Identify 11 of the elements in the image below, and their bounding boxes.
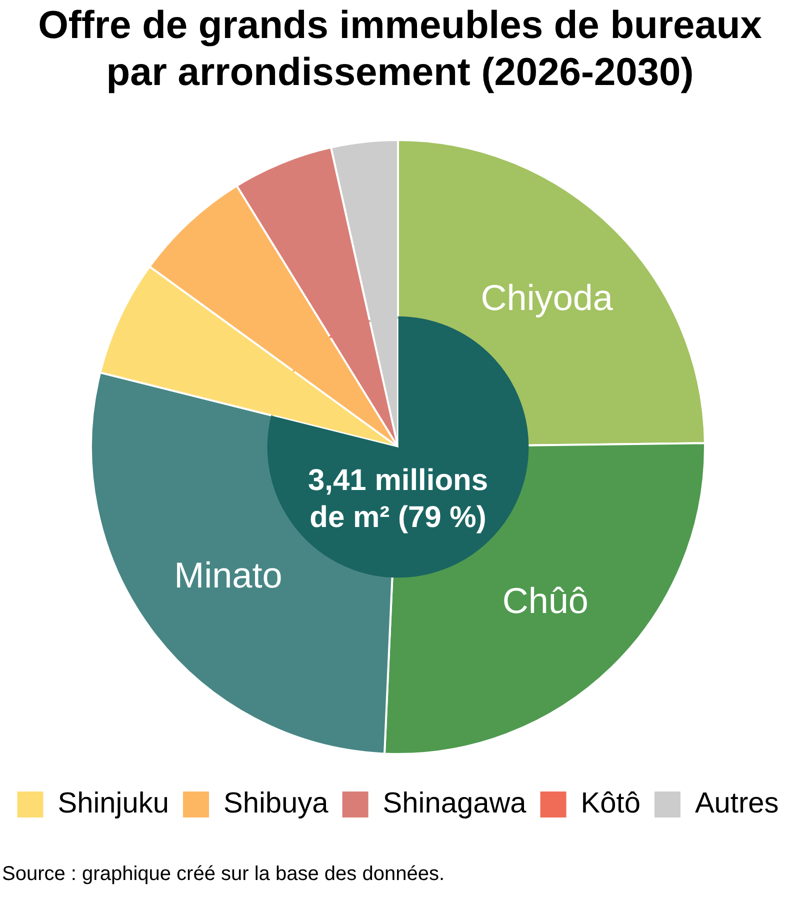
- legend-label: Shinagawa: [382, 788, 528, 820]
- legend-label: Autres: [694, 788, 779, 820]
- legend-label: Kôtô: [580, 788, 640, 820]
- slice-label: Minato: [174, 554, 282, 596]
- slice-label: Chiyoda: [480, 277, 614, 318]
- slice-label: Chûô: [502, 580, 588, 622]
- text: 3,41 millions de m² (79 %): [308, 464, 488, 534]
- legend-label: Shinjuku: [58, 788, 169, 820]
- legend-label: Shibuya: [223, 788, 330, 820]
- chart-title: Offre de grands immeubles de bureaux par arrondissement (2026-2030): [37, 3, 763, 96]
- source-note: Source : graphique créé sur la base des données.: [2, 862, 446, 887]
